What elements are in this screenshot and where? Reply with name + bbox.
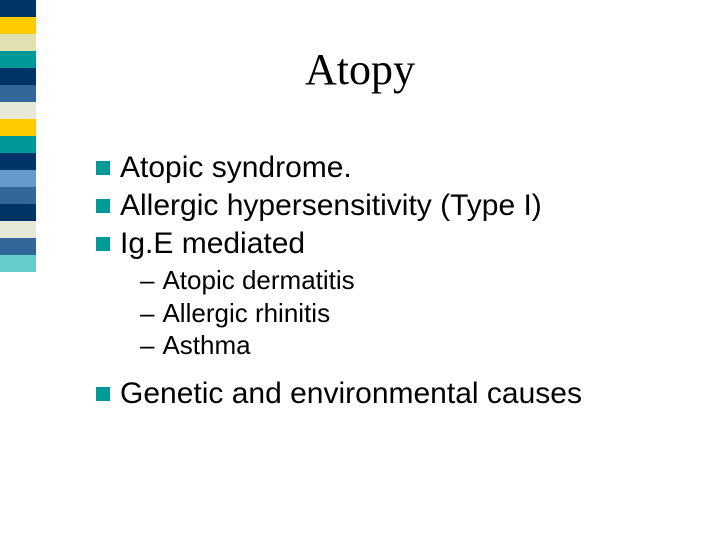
bullet-text: Genetic and environmental causes bbox=[120, 376, 582, 412]
stripe bbox=[0, 153, 36, 170]
slide-title: Atopy bbox=[0, 44, 720, 95]
stripe bbox=[0, 119, 36, 136]
dash-bullet-icon: – bbox=[140, 329, 154, 362]
stripe bbox=[0, 170, 36, 187]
sub-bullet-text: Asthma bbox=[162, 329, 250, 362]
stripe bbox=[0, 17, 36, 34]
bullet-text: Atopic syndrome. bbox=[120, 150, 352, 186]
spacer bbox=[96, 362, 656, 376]
sub-bullet-item: – Atopic dermatitis bbox=[140, 264, 656, 297]
stripe bbox=[0, 255, 36, 272]
stripe bbox=[0, 238, 36, 255]
sub-bullet-text: Atopic dermatitis bbox=[162, 264, 354, 297]
stripe bbox=[0, 221, 36, 238]
bullet-text: Ig.E mediated bbox=[120, 226, 305, 262]
slide-body: Atopic syndrome. Allergic hypersensitivi… bbox=[96, 150, 656, 414]
stripe bbox=[0, 187, 36, 204]
stripe bbox=[0, 102, 36, 119]
square-bullet-icon bbox=[96, 161, 110, 175]
stripe bbox=[0, 204, 36, 221]
bullet-item: Atopic syndrome. bbox=[96, 150, 656, 186]
slide: Atopy Atopic syndrome. Allergic hypersen… bbox=[0, 0, 720, 540]
decorative-sidebar bbox=[0, 0, 36, 272]
bullet-text: Allergic hypersensitivity (Type I) bbox=[120, 188, 542, 224]
square-bullet-icon bbox=[96, 199, 110, 213]
square-bullet-icon bbox=[96, 237, 110, 251]
sub-bullet-item: – Asthma bbox=[140, 329, 656, 362]
square-bullet-icon bbox=[96, 387, 110, 401]
stripe bbox=[0, 0, 36, 17]
bullet-item: Genetic and environmental causes bbox=[96, 376, 656, 412]
stripe bbox=[0, 136, 36, 153]
sub-bullet-item: – Allergic rhinitis bbox=[140, 297, 656, 330]
sub-bullet-text: Allergic rhinitis bbox=[162, 297, 330, 330]
bullet-item: Allergic hypersensitivity (Type I) bbox=[96, 188, 656, 224]
dash-bullet-icon: – bbox=[140, 264, 154, 297]
dash-bullet-icon: – bbox=[140, 297, 154, 330]
bullet-item: Ig.E mediated bbox=[96, 226, 656, 262]
